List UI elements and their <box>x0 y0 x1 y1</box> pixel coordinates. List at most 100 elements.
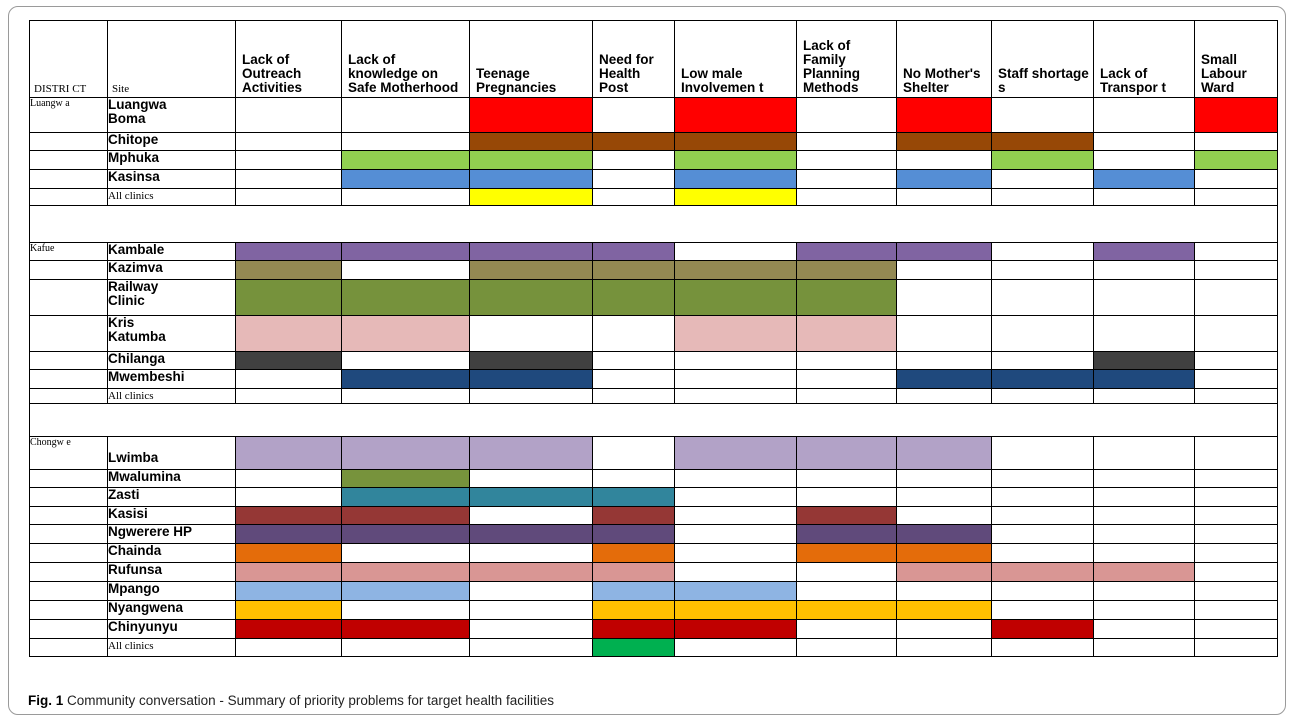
problem-flag-cell <box>592 581 675 601</box>
problem-empty-cell <box>469 619 593 639</box>
problem-empty-cell <box>469 600 593 620</box>
table-row: Mphuka <box>29 150 1278 170</box>
spacer-row <box>29 205 1278 243</box>
problem-empty-cell <box>896 351 992 370</box>
problem-flag-cell <box>674 260 797 280</box>
problem-empty-cell <box>991 543 1094 563</box>
table-row: Chitope <box>29 132 1278 151</box>
table-row: Rufunsa <box>29 562 1278 582</box>
district-cell <box>29 188 108 206</box>
table-row: Ngwerere HP <box>29 524 1278 544</box>
site-cell: All clinics <box>107 638 236 657</box>
problem-empty-cell <box>796 581 897 601</box>
problem-empty-cell <box>235 638 342 657</box>
problem-flag-cell <box>991 150 1094 170</box>
site-cell: Rufunsa <box>107 562 236 582</box>
problem-flag-cell <box>796 543 897 563</box>
table-row: Kasinsa <box>29 169 1278 189</box>
district-cell <box>29 524 108 544</box>
problem-empty-cell <box>896 638 992 657</box>
problem-empty-cell <box>469 638 593 657</box>
site-cell: Kasinsa <box>107 169 236 189</box>
problem-flag-cell <box>235 600 342 620</box>
problem-empty-cell <box>235 388 342 404</box>
problem-empty-cell <box>991 315 1094 352</box>
problem-empty-cell <box>341 388 470 404</box>
problem-empty-cell <box>341 600 470 620</box>
problem-flag-cell <box>235 543 342 563</box>
site-cell: Mphuka <box>107 150 236 170</box>
problem-empty-cell <box>1194 562 1278 582</box>
problem-empty-cell <box>991 638 1094 657</box>
problem-empty-cell <box>991 260 1094 280</box>
problem-flag-cell <box>235 581 342 601</box>
problem-flag-cell <box>235 242 342 261</box>
problem-flag-cell <box>1093 242 1195 261</box>
problem-empty-cell <box>1194 487 1278 507</box>
district-cell <box>29 279 108 316</box>
problem-empty-cell <box>1093 150 1195 170</box>
problem-empty-cell <box>1093 436 1195 470</box>
problem-empty-cell <box>341 260 470 280</box>
problem-empty-cell <box>341 638 470 657</box>
problem-empty-cell <box>796 469 897 488</box>
site-cell: Chinyunyu <box>107 619 236 639</box>
problem-empty-cell <box>592 369 675 389</box>
table-row: Mwalumina <box>29 469 1278 488</box>
problem-flag-cell <box>341 469 470 488</box>
problem-flag-cell <box>469 97 593 133</box>
problem-empty-cell <box>341 543 470 563</box>
problem-flag-cell <box>674 315 797 352</box>
problem-flag-cell <box>469 487 593 507</box>
problem-flag-cell <box>674 97 797 133</box>
problem-flag-cell <box>469 260 593 280</box>
problem-empty-cell <box>796 132 897 151</box>
header-district: DISTRI CT <box>29 20 108 98</box>
site-cell: Nyangwena <box>107 600 236 620</box>
problem-flag-cell <box>592 487 675 507</box>
problem-flag-cell <box>896 524 992 544</box>
problem-flag-cell <box>235 436 342 470</box>
problem-empty-cell <box>991 600 1094 620</box>
problem-empty-cell <box>1194 351 1278 370</box>
district-cell <box>29 543 108 563</box>
problem-empty-cell <box>1194 619 1278 639</box>
problem-flag-cell <box>592 242 675 261</box>
problem-empty-cell <box>796 619 897 639</box>
problem-empty-cell <box>1194 279 1278 316</box>
problem-empty-cell <box>1194 436 1278 470</box>
problem-flag-cell <box>341 242 470 261</box>
problem-empty-cell <box>991 388 1094 404</box>
header-problem: No Mother's Shelter <box>896 20 992 98</box>
table-row: Chainda <box>29 543 1278 563</box>
problem-empty-cell <box>796 169 897 189</box>
district-cell: Luangw a <box>29 97 108 133</box>
problem-flag-cell <box>469 524 593 544</box>
site-cell: Ngwerere HP <box>107 524 236 544</box>
problem-empty-cell <box>896 260 992 280</box>
problem-empty-cell <box>1093 506 1195 525</box>
problem-flag-cell <box>469 279 593 316</box>
site-cell: Zasti <box>107 487 236 507</box>
site-cell: Mwembeshi <box>107 369 236 389</box>
district-cell <box>29 169 108 189</box>
problem-empty-cell <box>235 169 342 189</box>
problem-flag-cell <box>469 369 593 389</box>
problem-empty-cell <box>592 150 675 170</box>
problem-flag-cell <box>896 132 992 151</box>
problem-empty-cell <box>1194 388 1278 404</box>
header-problem: Low male Involvemen t <box>674 20 797 98</box>
problem-empty-cell <box>674 524 797 544</box>
problem-flag-cell <box>592 562 675 582</box>
problem-empty-cell <box>991 436 1094 470</box>
site-cell: Kazimva <box>107 260 236 280</box>
problem-empty-cell <box>235 188 342 206</box>
header-problem: Small Labour Ward <box>1194 20 1278 98</box>
problem-flag-cell <box>592 279 675 316</box>
site-cell: Chitope <box>107 132 236 151</box>
problem-empty-cell <box>1093 97 1195 133</box>
problem-flag-cell <box>469 351 593 370</box>
problem-flag-cell <box>341 169 470 189</box>
site-cell: Kambale <box>107 242 236 261</box>
problem-empty-cell <box>674 562 797 582</box>
